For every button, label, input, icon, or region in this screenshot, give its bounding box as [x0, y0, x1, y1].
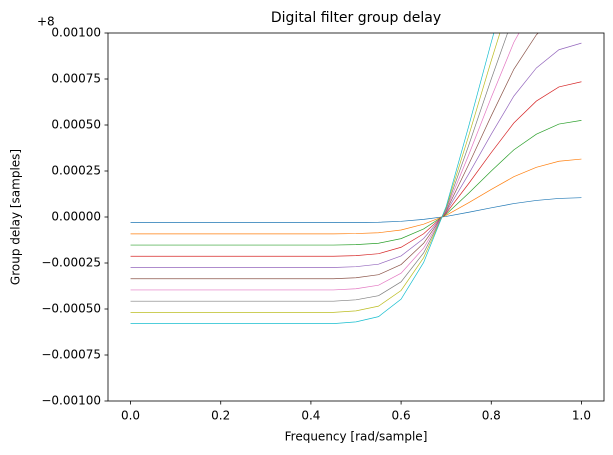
series-line [130, 197, 582, 223]
series-line [130, 33, 539, 280]
x-tick-label: 0.0 [121, 409, 140, 423]
x-axis-label: Frequency [rad/sample] [285, 430, 428, 444]
axes-frame [107, 32, 605, 402]
x-tick-label: 0.8 [482, 409, 501, 423]
series-line [130, 42, 582, 268]
y-tick-label: −0.00075 [41, 348, 101, 362]
series-line [130, 33, 508, 302]
y-axis-label: Group delay [samples] [9, 149, 23, 285]
y-tick-label: 0.00100 [51, 26, 101, 40]
series-line [130, 33, 501, 313]
y-tick-label: 0.00050 [51, 118, 101, 132]
y-tick-label: 0.00075 [51, 72, 101, 86]
x-tick-label: 0.6 [392, 409, 411, 423]
series-line [130, 120, 582, 246]
series-line [130, 33, 520, 291]
chart-title: Digital filter group delay [271, 10, 441, 26]
series-line [130, 81, 582, 257]
x-tick-label: 0.4 [301, 409, 320, 423]
y-tick-label: 0.00000 [51, 210, 101, 224]
series-line [130, 158, 582, 235]
y-tick-label: 0.00025 [51, 164, 101, 178]
x-tick-label: 0.2 [211, 409, 230, 423]
x-tick-label: 1.0 [572, 409, 591, 423]
y-tick-label: −0.00100 [41, 394, 101, 408]
plot-area [130, 33, 582, 324]
y-tick-label: −0.00050 [41, 302, 101, 316]
y-tick-label: −0.00025 [41, 256, 101, 270]
series-line [130, 33, 495, 324]
offset-text: +8 [37, 15, 55, 29]
